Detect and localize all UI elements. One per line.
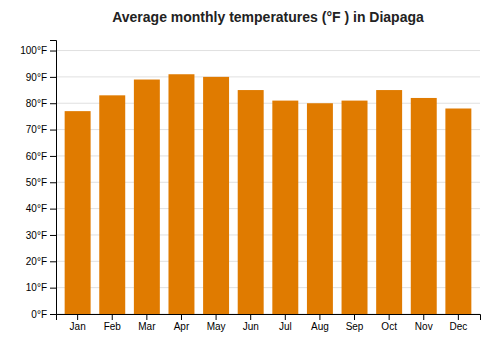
x-tick: Jan	[70, 314, 86, 332]
x-tick: Apr	[174, 314, 190, 332]
x-axis: Jan Feb Mar Apr May Jun Jul Aug Sep Oct Nov Dec	[57, 314, 481, 332]
y-tick-label: 40°F	[26, 203, 47, 214]
bar	[99, 95, 125, 314]
x-tick-label: Nov	[415, 321, 433, 332]
x-tick-label: Jul	[279, 321, 292, 332]
y-tick: 10°F	[26, 282, 56, 293]
x-tick-mark	[285, 314, 286, 320]
x-tick-mark	[77, 314, 78, 320]
x-tick: Sep	[346, 314, 364, 332]
y-tick-label: 60°F	[26, 151, 47, 162]
x-tick: Dec	[449, 314, 467, 332]
x-tick-label: Sep	[346, 321, 364, 332]
x-tick-mark	[216, 314, 217, 320]
x-tick-label: Dec	[449, 321, 467, 332]
y-axis: 0°F 10°F 20°F 30°F 40°F 50°F 60°F 70°F 80°F 90°F 1…	[20, 41, 56, 320]
x-tick: Oct	[381, 314, 397, 332]
grid-line	[56, 50, 480, 51]
bar	[411, 98, 437, 314]
x-tick-label: Feb	[104, 321, 122, 332]
y-tick-mark	[50, 288, 56, 289]
x-tick-label: Jan	[70, 321, 86, 332]
y-tick: 50°F	[26, 177, 56, 188]
bar	[445, 109, 471, 315]
grid-line	[56, 76, 480, 77]
x-tick-label: Oct	[381, 321, 397, 332]
grid	[56, 51, 480, 314]
x-tick-label: May	[207, 321, 226, 332]
y-tick-mark	[50, 182, 56, 183]
x-tick: Jun	[243, 314, 259, 332]
y-tick-mark	[50, 156, 56, 157]
x-tick-mark	[354, 314, 355, 320]
y-tick-mark	[50, 51, 56, 52]
y-tick-mark	[50, 130, 56, 131]
y-tick-mark	[50, 209, 56, 210]
y-tick: 70°F	[26, 124, 56, 135]
y-tick-label: 50°F	[26, 177, 47, 188]
bar	[134, 80, 160, 314]
x-tick-label: Jun	[243, 321, 259, 332]
x-tick: Aug	[311, 314, 329, 332]
y-tick-mark	[50, 77, 56, 78]
bar	[65, 111, 91, 314]
y-tick-label: 80°F	[26, 98, 47, 109]
y-tick-label: 20°F	[26, 256, 47, 267]
x-tick: Jul	[279, 314, 292, 332]
y-tick-label: 90°F	[26, 72, 47, 83]
bar	[376, 90, 402, 314]
y-tick-label: 30°F	[26, 230, 47, 241]
y-tick-mark	[50, 261, 56, 262]
y-tick-mark	[50, 103, 56, 104]
x-tick-mark	[250, 314, 251, 320]
x-tick-mark	[146, 314, 147, 320]
bar	[307, 103, 333, 314]
y-tick: 20°F	[26, 256, 56, 267]
y-axis-line	[50, 41, 57, 315]
x-tick: Feb	[104, 314, 122, 332]
x-tick-mark	[423, 314, 424, 320]
y-tick: 80°F	[26, 98, 56, 109]
bars	[65, 74, 472, 314]
y-tick-label: 0°F	[31, 309, 47, 320]
y-tick: 40°F	[26, 203, 56, 214]
plot-area: 0°F 10°F 20°F 30°F 40°F 50°F 60°F 70°F 80°F 90°F 1…	[20, 41, 480, 333]
x-tick: May	[207, 314, 226, 332]
bar	[342, 101, 368, 314]
x-tick: Mar	[138, 314, 156, 332]
x-tick-mark	[458, 314, 459, 320]
y-tick: 100°F	[20, 45, 56, 56]
x-tick-mark	[319, 314, 320, 320]
y-tick-label: 100°F	[20, 45, 47, 56]
bar	[238, 90, 264, 314]
x-tick-mark	[181, 314, 182, 320]
x-tick-label: Apr	[174, 321, 190, 332]
x-tick-mark	[389, 314, 390, 320]
x-tick-mark	[112, 314, 113, 320]
y-tick: 0°F	[31, 309, 56, 320]
title: Average monthly temperatures (°F ) in Di…	[112, 9, 424, 25]
bar	[168, 74, 194, 314]
y-tick-mark	[50, 235, 56, 236]
x-tick-label: Mar	[138, 321, 156, 332]
x-axis-line	[57, 315, 481, 321]
y-tick: 90°F	[26, 72, 56, 83]
x-tick-label: Aug	[311, 321, 329, 332]
y-tick-label: 10°F	[26, 282, 47, 293]
y-tick-label: 70°F	[26, 124, 47, 135]
x-tick: Nov	[415, 314, 433, 332]
y-tick: 30°F	[26, 230, 56, 241]
bar	[272, 101, 298, 314]
y-tick: 60°F	[26, 151, 56, 162]
y-tick-mark	[50, 314, 56, 315]
chart: 0°F 10°F 20°F 30°F 40°F 50°F 60°F 70°F 80°F 90°F 1…	[0, 0, 500, 350]
bar	[203, 77, 229, 314]
